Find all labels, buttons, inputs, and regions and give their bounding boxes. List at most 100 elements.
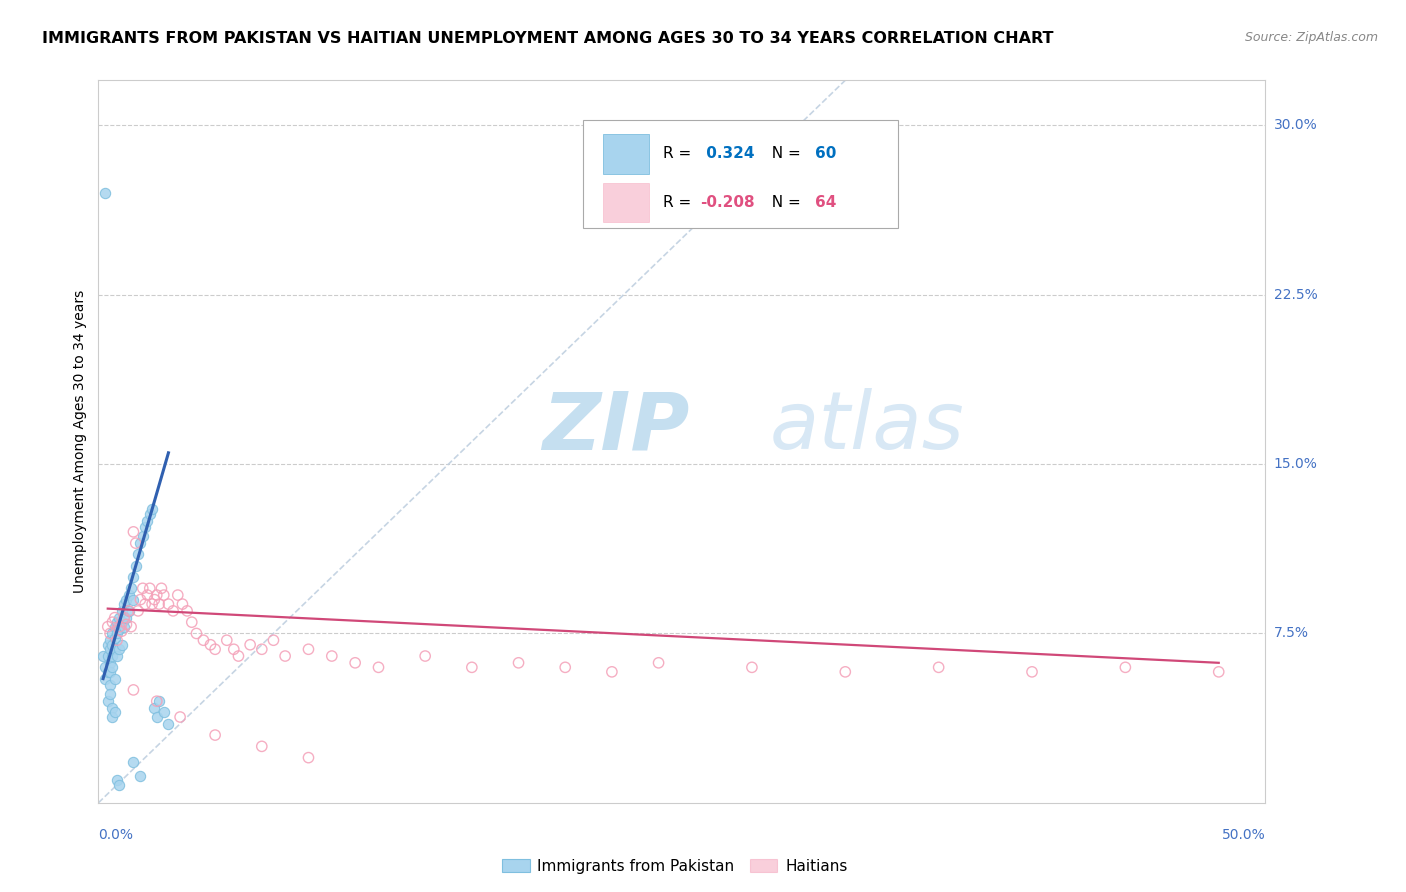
Text: atlas: atlas [769, 388, 965, 467]
Point [141, 502, 163, 516]
Text: 22.5%: 22.5% [1274, 288, 1317, 301]
Point [228, 648, 250, 663]
Text: IMMIGRANTS FROM PAKISTAN VS HAITIAN UNEMPLOYMENT AMONG AGES 30 TO 34 YEARS CORRE: IMMIGRANTS FROM PAKISTAN VS HAITIAN UNEM… [42, 31, 1053, 46]
Y-axis label: Unemployment Among Ages 30 to 34 years: Unemployment Among Ages 30 to 34 years [73, 290, 87, 593]
Point [118, 588, 141, 602]
Point [115, 610, 138, 624]
Point [115, 592, 138, 607]
Point [108, 642, 131, 657]
FancyBboxPatch shape [603, 183, 650, 222]
Text: R =: R = [664, 146, 696, 161]
Point [152, 588, 174, 602]
Point [97, 665, 120, 679]
Point [129, 536, 152, 550]
Text: N =: N = [762, 146, 806, 161]
Point [122, 524, 145, 539]
Point [115, 617, 138, 632]
Point [1021, 665, 1043, 679]
Text: ZIP: ZIP [541, 388, 689, 467]
Point [104, 620, 127, 634]
Point [274, 648, 297, 663]
Point [108, 620, 131, 634]
Text: R =: R = [664, 195, 696, 210]
Point [834, 665, 856, 679]
Point [105, 615, 128, 630]
Point [125, 558, 148, 573]
Text: 0.324: 0.324 [700, 146, 754, 161]
Point [297, 750, 319, 764]
Point [186, 626, 208, 640]
Point [120, 582, 142, 596]
Point [262, 633, 284, 648]
Point [108, 778, 131, 792]
Point [94, 660, 117, 674]
Point [98, 626, 121, 640]
Point [461, 660, 484, 674]
Point [200, 638, 222, 652]
Point [111, 615, 134, 630]
Point [143, 592, 166, 607]
Point [162, 604, 184, 618]
Text: 64: 64 [815, 195, 837, 210]
Point [122, 592, 145, 607]
Text: Source: ZipAtlas.com: Source: ZipAtlas.com [1244, 31, 1378, 45]
Point [105, 773, 128, 788]
Point [600, 665, 623, 679]
Point [146, 710, 169, 724]
FancyBboxPatch shape [582, 120, 898, 228]
Point [104, 631, 127, 645]
Point [157, 716, 180, 731]
Point [118, 604, 141, 618]
Point [101, 638, 124, 652]
Point [122, 755, 145, 769]
Point [105, 633, 128, 648]
Point [97, 694, 120, 708]
Point [297, 642, 319, 657]
Point [180, 615, 202, 630]
Point [169, 710, 191, 724]
Point [104, 672, 127, 686]
Point [101, 660, 124, 674]
Legend: Immigrants from Pakistan, Haitians: Immigrants from Pakistan, Haitians [496, 853, 853, 880]
Point [122, 570, 145, 584]
Point [143, 701, 166, 715]
Point [125, 536, 148, 550]
Text: 50.0%: 50.0% [1222, 828, 1265, 842]
FancyBboxPatch shape [603, 134, 650, 174]
Point [97, 638, 120, 652]
Point [741, 660, 763, 674]
Point [647, 656, 669, 670]
Point [146, 588, 169, 602]
Point [101, 626, 124, 640]
Point [146, 694, 169, 708]
Point [132, 529, 155, 543]
Point [344, 656, 367, 670]
Point [104, 706, 127, 720]
Point [176, 604, 198, 618]
Point [91, 648, 114, 663]
Point [98, 687, 121, 701]
Text: 7.5%: 7.5% [1274, 626, 1309, 640]
Point [139, 507, 162, 521]
Text: 60: 60 [815, 146, 837, 161]
Point [122, 682, 145, 697]
Point [129, 769, 152, 783]
Point [97, 648, 120, 663]
Point [101, 710, 124, 724]
Point [166, 588, 188, 602]
Point [98, 642, 121, 657]
Point [101, 701, 124, 715]
Point [222, 642, 245, 657]
Point [104, 642, 127, 657]
Point [508, 656, 530, 670]
Point [127, 548, 149, 562]
Point [98, 678, 121, 692]
Point [250, 739, 273, 754]
Point [112, 597, 135, 611]
Point [108, 610, 131, 624]
Point [108, 622, 131, 636]
Point [554, 660, 576, 674]
Text: 0.0%: 0.0% [98, 828, 134, 842]
Point [111, 638, 134, 652]
Text: 30.0%: 30.0% [1274, 119, 1317, 132]
